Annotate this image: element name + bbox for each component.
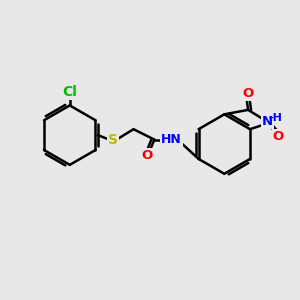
Text: S: S bbox=[108, 133, 118, 147]
Text: HN: HN bbox=[161, 133, 182, 146]
Text: O: O bbox=[242, 87, 254, 100]
Text: Cl: Cl bbox=[62, 85, 77, 99]
Text: O: O bbox=[273, 130, 284, 143]
Text: -H: -H bbox=[269, 113, 283, 123]
Text: N: N bbox=[262, 115, 273, 128]
Text: O: O bbox=[141, 149, 152, 162]
